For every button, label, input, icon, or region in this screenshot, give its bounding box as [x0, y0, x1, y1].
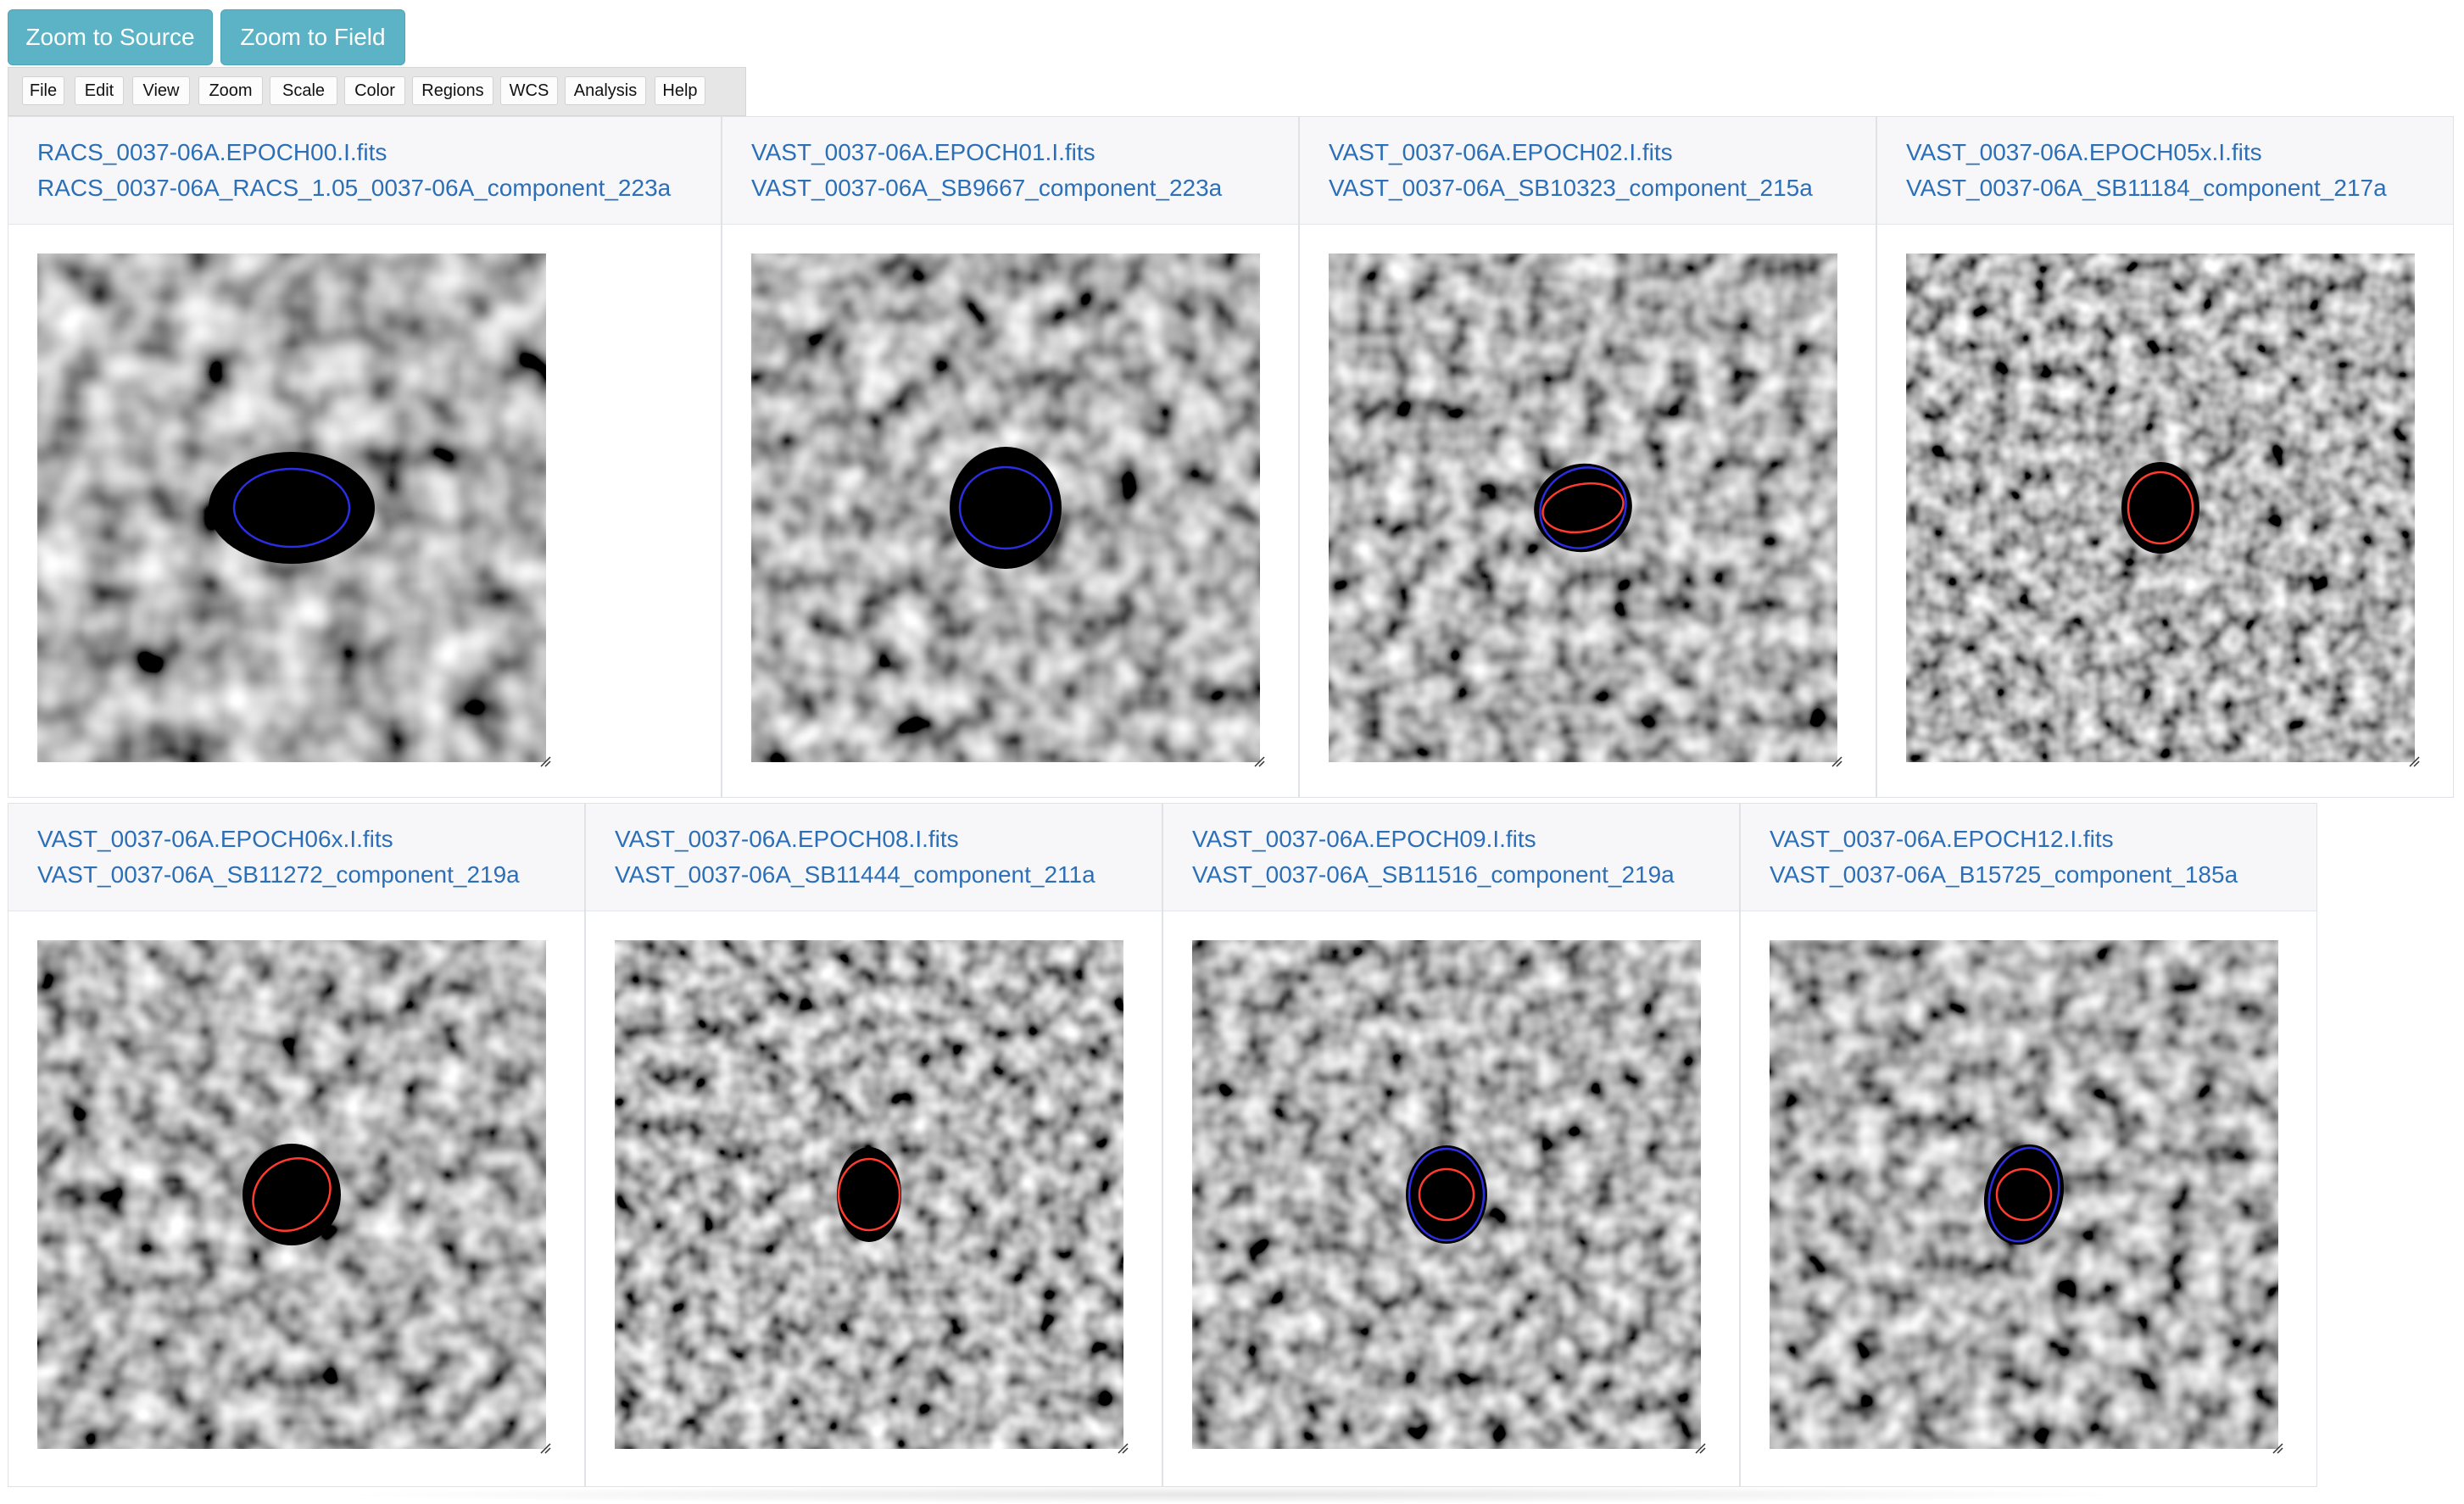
fits-file-link[interactable]: VAST_0037-06A.EPOCH01.I.fits — [751, 139, 1095, 165]
menu-view[interactable]: View — [132, 76, 190, 105]
zoom-to-source-button[interactable]: Zoom to Source — [8, 9, 213, 65]
menu-wcs[interactable]: WCS — [500, 76, 558, 105]
component-link[interactable]: VAST_0037-06A_SB10323_component_215a — [1329, 175, 1813, 201]
menu-help[interactable]: Help — [655, 76, 705, 105]
image-card: VAST_0037-06A.EPOCH06x.I.fits VAST_0037-… — [8, 803, 585, 1487]
fits-file-link[interactable]: RACS_0037-06A.EPOCH00.I.fits — [37, 139, 387, 165]
image-viewer[interactable] — [37, 940, 551, 1454]
fits-file-link[interactable]: VAST_0037-06A.EPOCH08.I.fits — [615, 826, 959, 852]
region-ellipse[interactable] — [1995, 1167, 2053, 1222]
card-header: VAST_0037-06A.EPOCH02.I.fits VAST_0037-0… — [1300, 117, 1876, 225]
menu-file[interactable]: File — [22, 76, 64, 105]
component-link[interactable]: VAST_0037-06A_SB11516_component_219a — [1192, 861, 1675, 888]
image-viewer[interactable] — [37, 253, 551, 767]
card-header: RACS_0037-06A.EPOCH00.I.fits RACS_0037-0… — [8, 117, 721, 225]
image-viewer[interactable] — [751, 253, 1265, 767]
zoom-to-field-button[interactable]: Zoom to Field — [220, 9, 405, 65]
fits-file-link[interactable]: VAST_0037-06A.EPOCH09.I.fits — [1192, 826, 1536, 852]
image-card: VAST_0037-06A.EPOCH01.I.fits VAST_0037-0… — [722, 116, 1299, 798]
region-ellipse[interactable] — [837, 1157, 901, 1232]
menu-color[interactable]: Color — [344, 76, 405, 105]
region-ellipse[interactable] — [1979, 1140, 2069, 1250]
region-ellipse[interactable] — [1408, 1147, 1486, 1242]
fits-image-stamp — [37, 940, 546, 1449]
card-header: VAST_0037-06A.EPOCH06x.I.fits VAST_0037-… — [8, 804, 584, 911]
fits-file-link[interactable]: VAST_0037-06A.EPOCH12.I.fits — [1770, 826, 2114, 852]
image-card: RACS_0037-06A.EPOCH00.I.fits RACS_0037-0… — [8, 116, 722, 798]
image-viewer[interactable] — [1906, 253, 2420, 767]
viewer-menubar: File Edit View Zoom Scale Color Regions … — [8, 67, 746, 116]
radio-source — [950, 447, 1062, 569]
component-link[interactable]: RACS_0037-06A_RACS_1.05_0037-06A_compone… — [37, 175, 672, 201]
region-ellipse[interactable] — [239, 1144, 345, 1246]
region-ellipse[interactable] — [1418, 1167, 1475, 1222]
image-card: VAST_0037-06A.EPOCH02.I.fits VAST_0037-0… — [1299, 116, 1876, 798]
card-header: VAST_0037-06A.EPOCH05x.I.fits VAST_0037-… — [1877, 117, 2453, 225]
fits-image-stamp — [1906, 253, 2415, 762]
resize-grip-icon[interactable] — [1117, 1442, 1129, 1454]
region-ellipse[interactable] — [1539, 477, 1627, 538]
fits-image-stamp — [1770, 940, 2278, 1449]
page-shadow — [331, 1485, 2137, 1504]
component-link[interactable]: VAST_0037-06A_SB11444_component_211a — [615, 861, 1095, 888]
menu-analysis[interactable]: Analysis — [565, 76, 646, 105]
fits-image-stamp — [1329, 253, 1837, 762]
component-link[interactable]: VAST_0037-06A_SB11184_component_217a — [1906, 175, 2387, 201]
radio-source — [242, 1144, 341, 1245]
fits-image-stamp — [751, 253, 1260, 762]
image-viewer[interactable] — [1329, 253, 1842, 767]
region-ellipse[interactable] — [958, 465, 1053, 550]
menu-regions[interactable]: Regions — [412, 76, 493, 105]
image-card: VAST_0037-06A.EPOCH05x.I.fits VAST_0037-… — [1876, 116, 2454, 798]
card-header: VAST_0037-06A.EPOCH12.I.fits VAST_0037-0… — [1741, 804, 2316, 911]
fits-image-stamp — [1192, 940, 1701, 1449]
fits-image-stamp — [37, 253, 546, 762]
fits-file-link[interactable]: VAST_0037-06A.EPOCH02.I.fits — [1329, 139, 1673, 165]
card-header: VAST_0037-06A.EPOCH08.I.fits VAST_0037-0… — [586, 804, 1162, 911]
component-link[interactable]: VAST_0037-06A_B15725_component_185a — [1770, 861, 2238, 888]
resize-grip-icon[interactable] — [1694, 1442, 1706, 1454]
radio-source — [1406, 1145, 1487, 1244]
resize-grip-icon[interactable] — [539, 1442, 551, 1454]
image-viewer[interactable] — [615, 940, 1129, 1454]
fits-image-stamp — [615, 940, 1123, 1449]
radio-source — [837, 1147, 901, 1242]
card-header: VAST_0037-06A.EPOCH09.I.fits VAST_0037-0… — [1163, 804, 1739, 911]
card-header: VAST_0037-06A.EPOCH01.I.fits VAST_0037-0… — [722, 117, 1298, 225]
resize-grip-icon[interactable] — [539, 755, 551, 767]
resize-grip-icon[interactable] — [1253, 755, 1265, 767]
resize-grip-icon[interactable] — [2272, 1442, 2283, 1454]
fits-file-link[interactable]: VAST_0037-06A.EPOCH06x.I.fits — [37, 826, 393, 852]
resize-grip-icon[interactable] — [1831, 755, 1842, 767]
region-ellipse[interactable] — [1525, 452, 1641, 564]
region-ellipse[interactable] — [232, 467, 351, 549]
menu-zoom[interactable]: Zoom — [198, 76, 263, 105]
resize-grip-icon[interactable] — [2408, 755, 2420, 767]
component-link[interactable]: VAST_0037-06A_SB11272_component_219a — [37, 861, 520, 888]
menu-scale[interactable]: Scale — [270, 76, 337, 105]
radio-source — [2121, 462, 2199, 554]
image-card: VAST_0037-06A.EPOCH12.I.fits VAST_0037-0… — [1740, 803, 2317, 1487]
image-card: VAST_0037-06A.EPOCH08.I.fits VAST_0037-0… — [585, 803, 1162, 1487]
image-viewer[interactable] — [1192, 940, 1706, 1454]
component-link[interactable]: VAST_0037-06A_SB9667_component_223a — [751, 175, 1223, 201]
radio-source — [1983, 1144, 2065, 1245]
region-ellipse[interactable] — [2127, 471, 2194, 545]
fits-file-link[interactable]: VAST_0037-06A.EPOCH05x.I.fits — [1906, 139, 2262, 165]
menu-edit[interactable]: Edit — [75, 76, 124, 105]
image-card: VAST_0037-06A.EPOCH09.I.fits VAST_0037-0… — [1162, 803, 1740, 1487]
image-viewer[interactable] — [1770, 940, 2283, 1454]
